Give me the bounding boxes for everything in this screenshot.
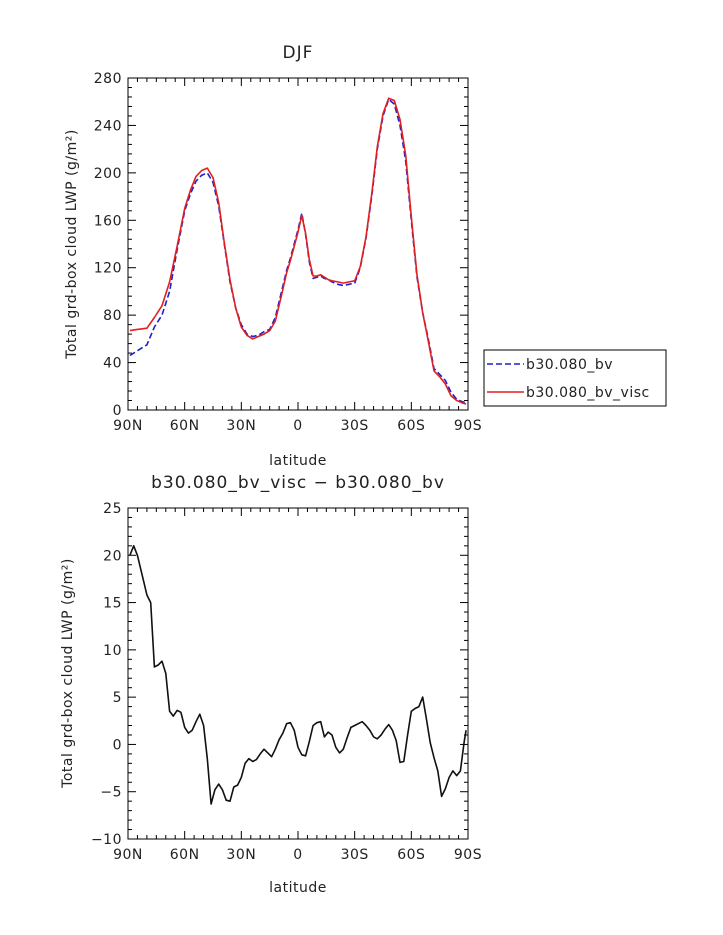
bottom-x-tick-label: 30S (341, 847, 369, 863)
bottom-y-tick-label: −5 (100, 785, 122, 801)
top-y-tick-label: 120 (94, 261, 122, 277)
top-y-tick-label: 200 (94, 166, 122, 182)
top-y-tick-label: 240 (94, 118, 122, 134)
bottom-y-tick-label: 10 (103, 643, 122, 659)
top-y-tick-label: 0 (113, 403, 122, 419)
top-series-line-0 (129, 98, 467, 404)
bottom-x-tick-label: 60S (397, 847, 425, 863)
bottom-x-tick-label: 0 (293, 847, 302, 863)
bottom-y-tick-label: 0 (113, 737, 122, 753)
top-x-tick-label: 60N (170, 418, 200, 434)
top-x-tick-label: 60S (397, 418, 425, 434)
bottom-x-axis-label: latitude (269, 880, 327, 896)
top-x-axis-label: latitude (269, 453, 327, 469)
top-y-tick-label: 40 (103, 356, 122, 372)
top-series-line-1 (129, 97, 467, 405)
bottom-x-tick-label: 90S (454, 847, 482, 863)
bottom-series-line-0 (129, 544, 467, 805)
top-x-tick-label: 0 (293, 418, 302, 434)
bottom-x-tick-label: 60N (170, 847, 200, 863)
bottom-x-ticks: 90N 60N 30N 0 30S 60S 90S (113, 508, 482, 863)
legend-label-b30-080-bv-visc: b30.080_bv_visc (526, 385, 650, 401)
top-x-tick-label: 30N (226, 418, 256, 434)
top-y-tick-label: 280 (94, 71, 122, 87)
bottom-y-tick-label: 20 (103, 548, 122, 564)
bottom-y-tick-label: 15 (103, 596, 122, 612)
top-y-tick-label: 80 (103, 308, 122, 324)
top-series-lines (129, 97, 467, 405)
bottom-series-lines (129, 544, 467, 805)
bottom-y-ticks: −10 −5 0 5 10 15 20 25 (91, 501, 468, 848)
bottom-y-tick-label: 5 (113, 690, 122, 706)
bottom-plot-frame (127, 507, 469, 840)
top-x-ticks: 90N 60N 30N 0 30S 60S 90S (113, 78, 482, 434)
top-chart-title: DJF (283, 43, 314, 63)
legend: b30.080_bv b30.080_bv_visc (483, 349, 667, 407)
top-y-ticks: 0 40 80 120 160 200 240 280 (94, 71, 468, 419)
bottom-chart-title: b30.080_bv_visc − b30.080_bv (151, 473, 445, 493)
top-x-tick-label: 90S (454, 418, 482, 434)
panel-top: DJF 90N 60N 30N 0 30S 60S 90S 0 40 80 120 160 200 24… (64, 43, 667, 469)
panel-bottom: b30.080_bv_visc − b30.080_bv 90N 60N 30N 0 3… (60, 473, 482, 896)
top-y-tick-label: 160 (94, 213, 122, 229)
top-x-tick-label: 30S (341, 418, 369, 434)
bottom-x-tick-label: 30N (226, 847, 256, 863)
bottom-y-tick-label: −10 (91, 832, 122, 848)
legend-label-b30-080-bv: b30.080_bv (526, 357, 613, 373)
top-x-tick-label: 90N (113, 418, 143, 434)
bottom-y-tick-label: 25 (103, 501, 122, 517)
bottom-x-tick-label: 90N (113, 847, 143, 863)
top-y-axis-label: Total grd-box cloud LWP (g/m²) (64, 129, 80, 360)
legend-box (483, 349, 667, 407)
bottom-y-axis-label: Total grd-box cloud LWP (g/m²) (60, 558, 76, 789)
